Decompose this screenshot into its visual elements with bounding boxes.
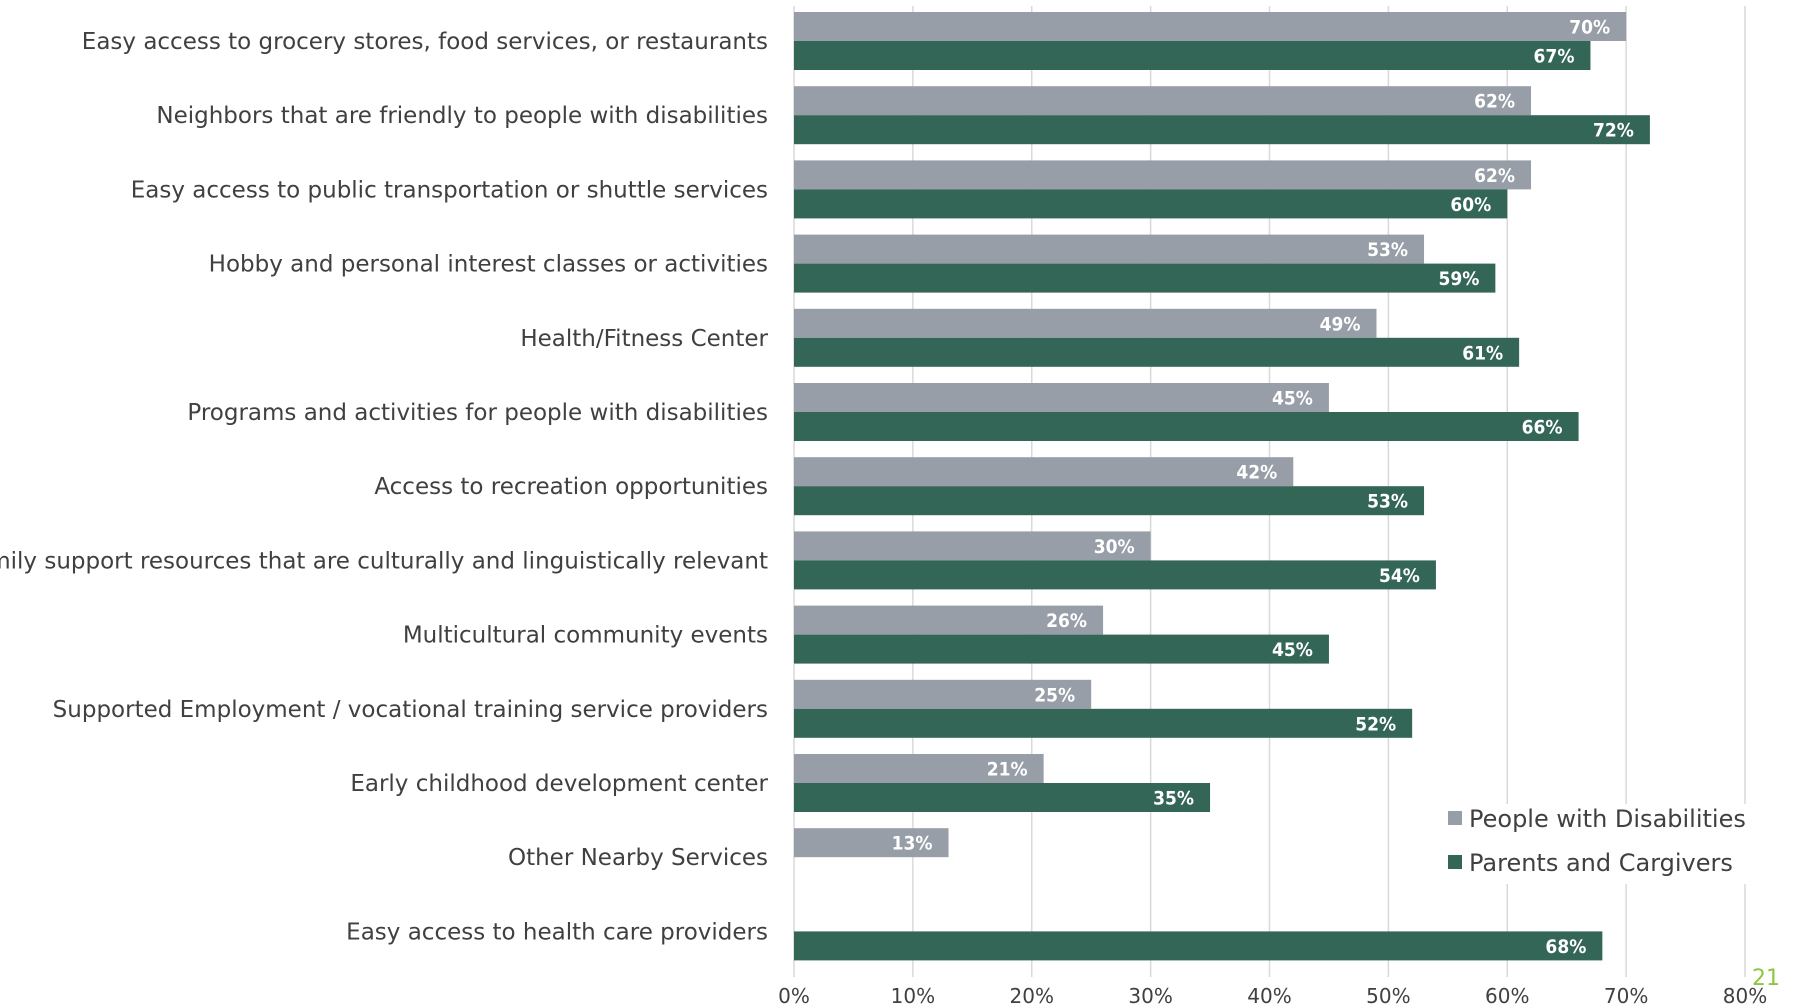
data-label: 45% xyxy=(1272,639,1313,661)
x-tick-label: 20% xyxy=(1010,984,1054,1005)
x-tick-label: 30% xyxy=(1128,984,1172,1005)
category-label: Easy access to health care providers xyxy=(346,919,768,945)
bar xyxy=(794,337,1520,367)
bars: 70% 67% 62% 72% 62% 60% 53% 59% 49% 61% 45% 66% 42% 5… xyxy=(794,12,1650,961)
x-tick-label: 0% xyxy=(778,984,810,1005)
data-label: 13% xyxy=(892,833,933,855)
bar xyxy=(794,634,1329,664)
category-label: Multicultural community events xyxy=(403,623,768,649)
data-label: 66% xyxy=(1522,417,1563,439)
data-label: 67% xyxy=(1534,46,1575,68)
x-tick-label: 60% xyxy=(1485,984,1529,1005)
data-label: 62% xyxy=(1474,91,1515,113)
data-label: 54% xyxy=(1379,565,1420,587)
data-label: 70% xyxy=(1569,17,1610,39)
bar xyxy=(794,263,1496,293)
legend-label: Parents and Cargivers xyxy=(1469,849,1733,877)
data-label: 59% xyxy=(1438,268,1479,290)
data-label: 52% xyxy=(1355,713,1396,735)
x-tick-label: 50% xyxy=(1366,984,1410,1005)
x-tick-label: 40% xyxy=(1247,984,1291,1005)
data-label: 42% xyxy=(1236,462,1277,484)
data-label: 62% xyxy=(1474,165,1515,187)
bar xyxy=(794,308,1377,338)
bar xyxy=(794,234,1425,264)
bar xyxy=(794,457,1294,487)
data-label: 53% xyxy=(1367,491,1408,513)
legend-label: People with Disabilities xyxy=(1469,805,1746,833)
bar xyxy=(794,754,1044,783)
bar xyxy=(794,828,949,858)
legend-background xyxy=(1428,804,1750,884)
legend: People with Disabilities Parents and Carg… xyxy=(1428,804,1750,884)
bar xyxy=(794,115,1650,145)
category-label: Programs and activities for people with … xyxy=(187,400,768,426)
legend-swatch xyxy=(1448,811,1462,825)
x-tick-label: 10% xyxy=(891,984,935,1005)
bar xyxy=(794,560,1436,590)
data-label: 21% xyxy=(987,759,1028,781)
category-label: Neighbors that are friendly to people wi… xyxy=(156,103,768,129)
x-tick-label: 80% xyxy=(1723,984,1767,1005)
bar xyxy=(794,931,1603,961)
x-tick-label: 70% xyxy=(1604,984,1648,1005)
data-label: 30% xyxy=(1094,536,1135,558)
category-label: Early childhood development center xyxy=(350,771,768,797)
bar xyxy=(794,160,1532,190)
category-label: Easy access to public transportation or … xyxy=(131,177,768,203)
category-label: Access to recreation opportunities xyxy=(374,474,768,500)
data-label: 61% xyxy=(1462,342,1503,364)
data-label: 25% xyxy=(1034,684,1075,706)
data-label: 35% xyxy=(1153,788,1194,810)
category-label: Family support resources that are cultur… xyxy=(0,548,768,574)
bar xyxy=(794,679,1092,709)
legend-swatch xyxy=(1448,855,1462,869)
category-label: Supported Employment / vocational traini… xyxy=(53,697,768,723)
data-label: 45% xyxy=(1272,388,1313,410)
data-label: 26% xyxy=(1046,610,1087,632)
bar xyxy=(794,86,1532,116)
bar xyxy=(794,412,1579,441)
data-label: 68% xyxy=(1545,936,1586,958)
data-label: 72% xyxy=(1593,120,1634,142)
bar xyxy=(794,783,1211,812)
page-number: 21 xyxy=(1752,966,1780,991)
bar xyxy=(794,708,1413,738)
category-label: Hobby and personal interest classes or a… xyxy=(209,252,768,278)
data-label: 60% xyxy=(1450,194,1491,216)
bar xyxy=(794,486,1425,516)
x-axis-tick-labels: 0% 10% 20% 30% 40% 50% 60% 70% 80% xyxy=(778,984,1767,1005)
bar xyxy=(794,12,1627,41)
bar xyxy=(794,383,1329,412)
category-labels: Easy access to grocery stores, food serv… xyxy=(0,29,769,945)
category-label: Health/Fitness Center xyxy=(520,326,768,352)
data-label: 49% xyxy=(1320,313,1361,335)
bar xyxy=(794,605,1104,635)
bar xyxy=(794,531,1151,561)
bar xyxy=(794,41,1591,70)
category-label: Other Nearby Services xyxy=(508,845,768,871)
category-label: Easy access to grocery stores, food serv… xyxy=(82,29,768,55)
data-label: 53% xyxy=(1367,239,1408,261)
bar xyxy=(794,189,1508,219)
